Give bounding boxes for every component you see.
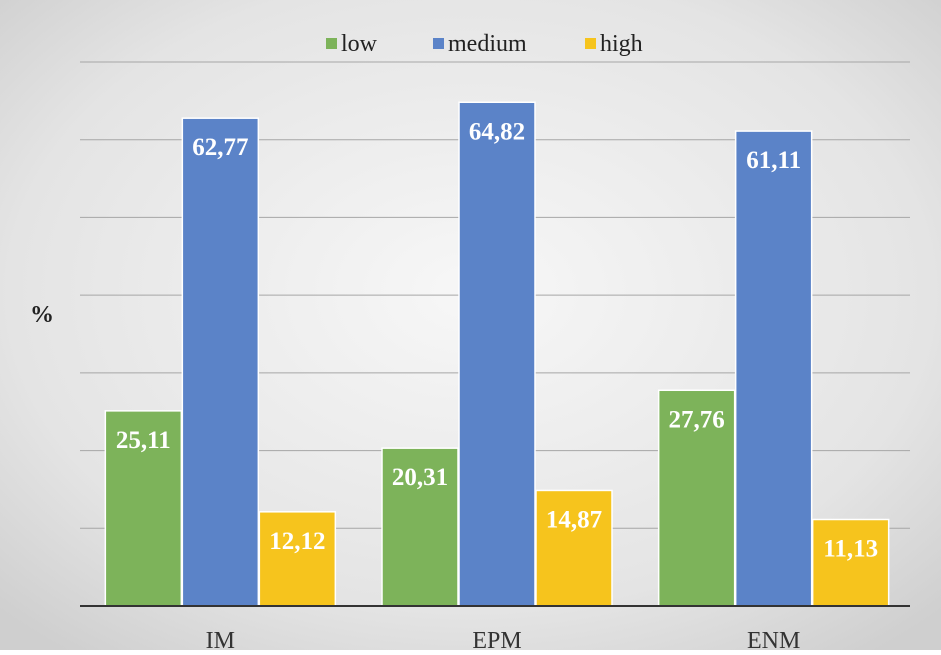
data-label-medium-epm: 64,82 [469,118,525,145]
data-label-low-im: 25,11 [116,427,171,454]
bar-medium-enm [734,130,813,607]
legend-swatch-medium [433,38,444,49]
data-label-high-im: 12,12 [269,528,325,555]
data-label-medium-im: 62,77 [192,134,248,161]
bar-medium-im [181,117,260,607]
data-label-low-epm: 20,31 [392,464,448,491]
category-label-im: IM [206,628,235,650]
data-label-medium-enm: 61,11 [746,147,801,174]
bar-low-im [104,410,183,607]
legend-swatch-low [326,38,337,49]
data-label-high-enm: 11,13 [823,536,878,563]
legend-swatch-high [585,38,596,49]
data-label-high-epm: 14,87 [546,506,602,533]
legend: low medium high [326,31,643,57]
bar-medium-epm [458,101,536,607]
bar-low-enm [657,389,736,607]
legend-label-low: low [341,31,378,57]
category-label-enm: ENM [747,628,800,650]
y-axis-label: % [30,302,54,328]
bar-high-im [258,511,337,607]
data-labels: 25,11 62,77 12,12 20,31 64,82 14,87 27,76 61,11… [116,118,878,562]
bar-low-epm [381,447,459,607]
bars [104,101,890,607]
data-label-low-enm: 27,76 [669,406,725,433]
legend-label-medium: medium [448,31,527,57]
category-label-epm: EPM [472,628,521,650]
bar-high-enm [811,518,890,607]
legend-label-high: high [600,31,643,57]
